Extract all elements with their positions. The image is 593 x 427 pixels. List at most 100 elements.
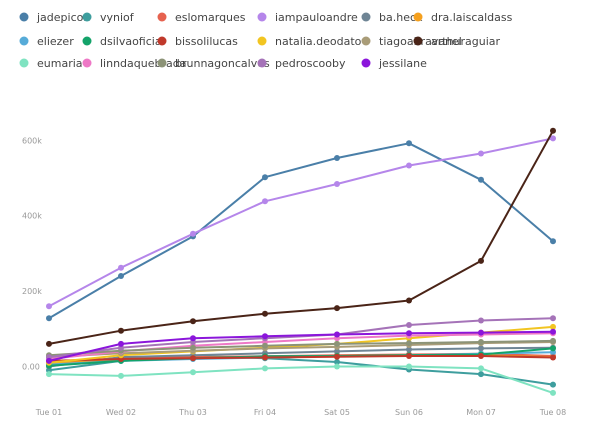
data-point[interactable] [550,315,556,322]
data-point[interactable] [334,359,340,365]
data-point[interactable] [334,348,340,355]
data-point[interactable] [118,264,124,271]
data-point[interactable] [262,365,268,372]
data-point[interactable] [262,333,268,340]
legend-item-vyniof[interactable]: vyniof [82,11,135,24]
legend-item-iampauloandre[interactable]: iampauloandre [257,11,358,24]
x-tick-label: Wed 02 [106,408,136,417]
data-point[interactable] [478,345,484,352]
legend-label: linndaquebrada [100,57,186,70]
data-point[interactable] [190,369,196,376]
legend-item-linndaquebrada[interactable]: linndaquebrada [82,57,187,70]
data-point[interactable] [478,176,484,183]
legend-swatch [157,58,167,68]
legend-item-eslomarques[interactable]: eslomarques [157,11,246,24]
legend-swatch [19,12,29,22]
legend-item-arthuraguiar[interactable]: arthuraguiar [413,35,501,48]
y-tick-label: 200k [22,287,42,296]
data-point[interactable] [334,181,340,187]
data-point[interactable] [478,353,484,359]
legend-item-dra-laiscaldass[interactable]: dra.laiscaldass [413,11,513,24]
data-point[interactable] [118,273,124,279]
legend-item-bissolilucas[interactable]: bissolilucas [157,35,239,48]
data-point[interactable] [46,357,52,364]
legend-item-eliezer[interactable]: eliezer [19,35,75,48]
data-point[interactable] [550,135,556,142]
legend-item-eumaria[interactable]: eumaria [19,57,83,70]
data-point[interactable] [478,339,484,345]
legend-label: eumaria [37,57,83,70]
data-point[interactable] [190,335,196,342]
data-point[interactable] [478,317,484,324]
legend-item-ba-heck[interactable]: ba.heck [361,11,424,24]
legend-item-dsilvaoficial[interactable]: dsilvaoficial [82,35,165,48]
legend-swatch [413,36,423,46]
legend-item-natalia-deodato[interactable]: natalia.deodato [257,35,362,48]
data-point[interactable] [262,342,268,349]
data-point[interactable] [550,389,556,396]
data-point[interactable] [478,329,484,336]
data-point[interactable] [406,140,412,147]
data-point[interactable] [550,345,556,352]
legend-label: ba.heck [379,11,423,24]
data-point[interactable] [118,372,124,379]
data-point[interactable] [550,127,556,134]
legend-item-jessilane[interactable]: jessilane [361,57,428,70]
x-tick-label: Sat 05 [324,408,350,417]
data-point[interactable] [550,381,556,388]
data-point[interactable] [190,230,196,237]
data-point[interactable] [406,297,412,304]
data-point[interactable] [262,310,268,317]
data-point[interactable] [334,363,340,370]
data-point[interactable] [334,155,340,161]
data-point[interactable] [550,323,556,330]
legend-swatch [361,12,371,22]
data-point[interactable] [478,150,484,157]
legend-label: jadepicon [36,11,90,24]
data-point[interactable] [262,198,268,205]
series-jadepicon [46,140,556,322]
data-point[interactable] [478,257,484,264]
legend-item-pedroscooby[interactable]: pedroscooby [257,57,346,70]
data-point[interactable] [406,322,412,328]
data-point[interactable] [46,340,52,347]
series-line [48,137,554,308]
data-point[interactable] [478,365,484,372]
data-point[interactable] [406,162,412,169]
data-point[interactable] [118,327,124,334]
data-point[interactable] [46,303,52,310]
data-point[interactable] [46,371,52,378]
data-point[interactable] [406,346,412,353]
legend-swatch [361,36,371,46]
x-axis: Tue 01 Wed 02 Thu 03 Fri 04 Sat 05 Sun 06 Mon … [35,408,566,417]
data-point[interactable] [334,353,340,360]
data-point[interactable] [334,340,340,347]
data-point[interactable] [550,328,556,335]
data-point[interactable] [190,355,196,362]
data-point[interactable] [550,238,556,245]
data-point[interactable] [262,174,268,181]
data-point[interactable] [262,354,268,361]
data-point[interactable] [190,318,196,325]
data-point[interactable] [406,363,412,370]
data-point[interactable] [406,330,412,337]
data-point[interactable] [118,340,124,347]
data-point[interactable] [334,331,340,338]
legend-swatch [413,12,423,22]
data-point[interactable] [406,353,412,359]
series-line [48,129,554,345]
series-iampauloandre [46,135,556,310]
data-point[interactable] [190,344,196,351]
series-lines [46,127,556,396]
legend-item-brunnagoncalves[interactable]: brunnagoncalves [157,57,270,70]
legend-label: eslomarques [175,11,246,24]
data-point[interactable] [550,337,556,344]
data-point[interactable] [46,315,52,322]
legend-swatch [157,12,167,22]
data-point[interactable] [406,340,412,347]
x-tick-label: Tue 08 [539,408,566,417]
data-point[interactable] [334,305,340,312]
data-point[interactable] [550,354,556,361]
legend-item-jadepicon[interactable]: jadepicon [19,11,91,24]
data-point[interactable] [478,371,484,378]
